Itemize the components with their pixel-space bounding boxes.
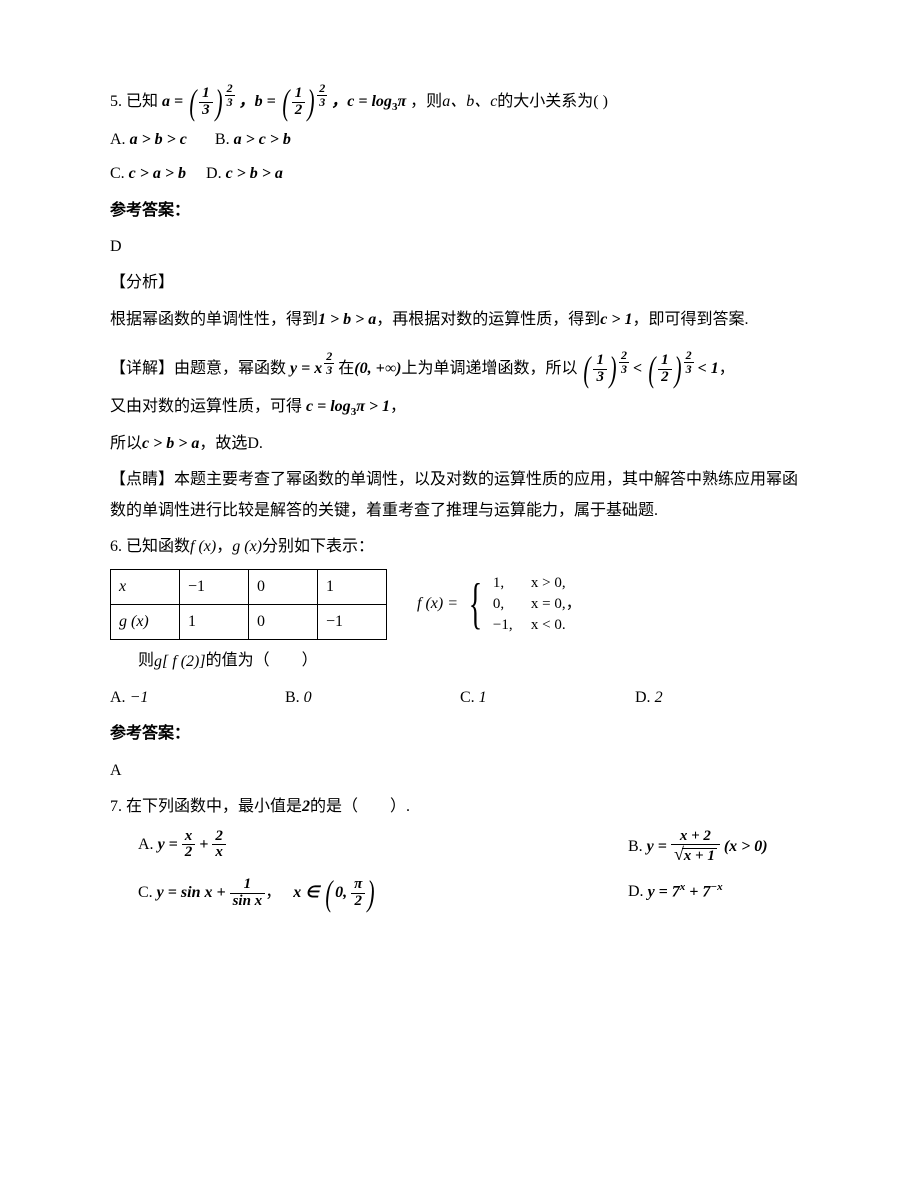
q5-xiangjie-line1: 【详解】由题意，幂函数 y = x23 在(0, +∞)上为单调递增函数，所以 … <box>110 353 810 386</box>
q6-answer: A <box>110 756 810 786</box>
q5-answer: D <box>110 232 810 262</box>
q5-fenxi-text: 根据幂函数的单调性性，得到1 > b > a，再根据对数的运算性质，得到c > … <box>110 305 810 336</box>
q5-a-expr: a = (13)23 ，b = (12)23 ，c = log3π <box>162 86 406 119</box>
q6-A-pre: A. <box>110 689 126 706</box>
tbl-v11: −1 <box>180 569 249 604</box>
q6-table-piecewise-row: x −1 0 1 g (x) 1 0 −1 f (x) = { 1,x > 0,… <box>110 569 810 641</box>
q5-vars: a、b、c <box>442 93 497 110</box>
q5-optC-label: C. <box>110 165 129 182</box>
q5-xj-ineq: (13)23 < (12)23 < 1 <box>581 353 718 386</box>
q5-optA-label: A. <box>110 131 130 148</box>
q6-C-pre: C. <box>460 689 475 706</box>
q7-stem: 7. 在下列函数中，最小值是2的是（ ）. <box>110 792 810 823</box>
q5-post2: 的大小关系为( ) <box>497 93 608 110</box>
q5-optA: a > b > c <box>130 125 187 155</box>
tbl-v23: −1 <box>318 605 387 640</box>
q5-optD: c > b > a <box>226 159 283 189</box>
tbl-v13: 1 <box>318 569 387 604</box>
q6-D-pre: D. <box>635 689 651 706</box>
q7-optC: C. y = sin x + 1sin x ， x ∈ (0, π2) <box>110 877 628 910</box>
q6-B: 0 <box>304 683 312 713</box>
q7-row2: C. y = sin x + 1sin x ， x ∈ (0, π2) D. y… <box>110 877 810 910</box>
q5-xj-y: y = x23 <box>290 354 334 384</box>
q7-number: 7. <box>110 798 126 815</box>
q5-optC: c > a > b <box>129 159 186 189</box>
q6-A: −1 <box>130 683 149 713</box>
q5-number: 5. <box>110 93 126 110</box>
q5-post: ，则 <box>410 93 442 110</box>
q5-xiangjie-line2: 又由对数的运算性质，可得 c = log3π > 1， <box>110 392 810 423</box>
q5-stem: 5. 已知 a = (13)23 ，b = (12)23 ，c = log3π … <box>110 86 810 119</box>
q5-options-row1: A. a > b > c B. a > c > b <box>110 125 810 156</box>
tbl-v21: 1 <box>180 605 249 640</box>
q7-optA: A. y = x2 + 2x <box>110 829 628 866</box>
q5-optB-label: B. <box>215 131 234 148</box>
tbl-h2: g (x) <box>111 605 180 640</box>
q5-optB: a > c > b <box>234 125 291 155</box>
q5-answer-label: 参考答案： <box>110 196 810 226</box>
tbl-v12: 0 <box>249 569 318 604</box>
q6-table: x −1 0 1 g (x) 1 0 −1 <box>110 569 387 641</box>
q6-choices: A. −1 B. 0 C. 1 D. 2 <box>110 683 810 714</box>
tbl-h1: x <box>111 569 180 604</box>
q6-D: 2 <box>655 683 663 713</box>
tbl-v22: 0 <box>249 605 318 640</box>
q5-dianjing: 【点睛】本题主要考查了幂函数的单调性，以及对数的运算性质的应用，其中解答中熟练应… <box>110 465 810 526</box>
q6-piecewise: f (x) = { 1,x > 0, 0,x = 0, −1,x < 0. <box>417 573 566 636</box>
q5-options-row2: C. c > a > b D. c > b > a <box>110 159 810 190</box>
q6-C: 1 <box>479 683 487 713</box>
q5-xiangjie-line3: 所以c > b > a，故选D. <box>110 429 810 460</box>
q6-stem: 6. 已知函数f (x)，g (x)分别如下表示： <box>110 532 810 563</box>
q6-ask: 则g[ f (2)]的值为（ ） <box>110 646 810 677</box>
q7-optB: B. y = x + 2√x + 1 (x > 0) <box>628 829 810 866</box>
q6-number: 6. <box>110 538 126 555</box>
q5-pre: 已知 <box>126 93 158 110</box>
q6-B-pre: B. <box>285 689 300 706</box>
q7-row1: A. y = x2 + 2x B. y = x + 2√x + 1 (x > 0… <box>110 829 810 866</box>
q6-answer-label: 参考答案： <box>110 719 810 749</box>
q7-optD: D. y = 7x + 7−x <box>628 877 810 910</box>
q5-fenxi-label: 【分析】 <box>110 268 810 298</box>
q5-optD-label: D. <box>206 165 226 182</box>
